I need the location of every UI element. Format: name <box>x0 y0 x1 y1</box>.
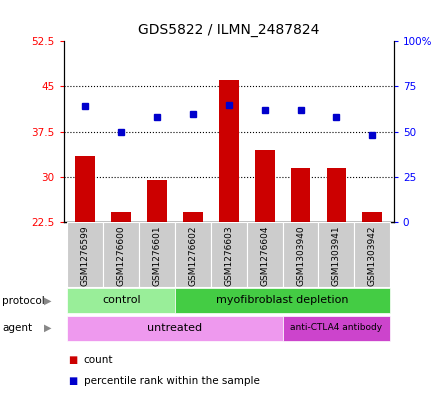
Bar <box>219 81 238 222</box>
Bar <box>363 212 382 222</box>
Text: anti-CTLA4 antibody: anti-CTLA4 antibody <box>290 323 382 332</box>
Text: control: control <box>102 295 140 305</box>
Bar <box>326 168 346 222</box>
Bar <box>282 316 390 340</box>
Bar <box>175 222 211 287</box>
Bar <box>282 222 319 287</box>
Text: GSM1276603: GSM1276603 <box>224 226 233 286</box>
Text: untreated: untreated <box>147 323 202 332</box>
Text: percentile rank within the sample: percentile rank within the sample <box>84 376 260 386</box>
Text: ▶: ▶ <box>44 296 51 306</box>
Bar <box>139 222 175 287</box>
Text: GSM1276604: GSM1276604 <box>260 226 269 286</box>
Bar <box>175 288 390 313</box>
Bar <box>183 212 203 222</box>
Text: agent: agent <box>2 323 32 333</box>
Text: GSM1303940: GSM1303940 <box>296 226 305 286</box>
Text: GSM1276601: GSM1276601 <box>153 226 161 286</box>
Bar <box>291 168 310 222</box>
Text: GSM1303941: GSM1303941 <box>332 226 341 286</box>
Bar <box>319 222 354 287</box>
Text: count: count <box>84 354 113 365</box>
Text: GSM1276602: GSM1276602 <box>188 226 198 286</box>
Text: GSM1276600: GSM1276600 <box>117 226 126 286</box>
Bar <box>247 222 282 287</box>
Bar <box>67 222 103 287</box>
Text: GSM1303942: GSM1303942 <box>368 226 377 286</box>
Bar <box>103 222 139 287</box>
Bar <box>211 222 247 287</box>
Bar <box>67 316 282 340</box>
Bar <box>111 212 131 222</box>
Text: GSM1276599: GSM1276599 <box>81 226 90 286</box>
Text: ■: ■ <box>68 354 77 365</box>
Bar <box>75 156 95 222</box>
Bar <box>255 150 275 222</box>
Bar <box>147 180 167 222</box>
Text: protocol: protocol <box>2 296 45 306</box>
Text: ▶: ▶ <box>44 323 51 333</box>
Text: myofibroblast depletion: myofibroblast depletion <box>216 295 349 305</box>
Title: GDS5822 / ILMN_2487824: GDS5822 / ILMN_2487824 <box>138 24 319 37</box>
Bar <box>354 222 390 287</box>
Text: ■: ■ <box>68 376 77 386</box>
Bar <box>67 288 175 313</box>
